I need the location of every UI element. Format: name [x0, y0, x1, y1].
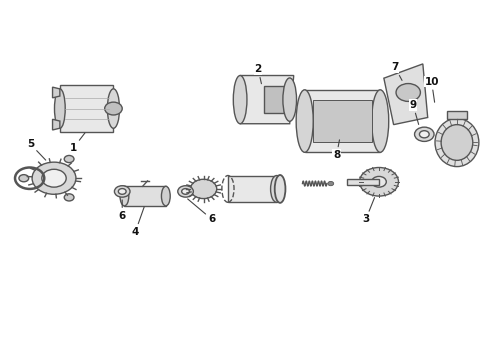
Circle shape [182, 189, 190, 194]
Polygon shape [305, 90, 380, 152]
Text: 6: 6 [119, 200, 126, 221]
Polygon shape [60, 85, 114, 132]
Ellipse shape [107, 89, 120, 128]
Circle shape [64, 194, 74, 201]
Text: 9: 9 [410, 100, 418, 125]
Polygon shape [124, 186, 166, 206]
Polygon shape [384, 64, 428, 125]
Polygon shape [447, 111, 466, 118]
Ellipse shape [296, 90, 313, 152]
Circle shape [372, 176, 386, 187]
Ellipse shape [54, 89, 65, 128]
Text: 4: 4 [132, 207, 144, 237]
Ellipse shape [435, 118, 479, 167]
Ellipse shape [441, 125, 473, 160]
Polygon shape [347, 179, 379, 185]
Ellipse shape [270, 176, 283, 202]
Circle shape [415, 127, 434, 141]
Circle shape [419, 131, 429, 138]
Circle shape [105, 102, 122, 115]
Polygon shape [313, 100, 372, 143]
Circle shape [396, 84, 420, 102]
Ellipse shape [275, 175, 286, 203]
Polygon shape [52, 119, 60, 130]
Circle shape [360, 167, 398, 196]
Circle shape [328, 181, 334, 186]
Ellipse shape [233, 76, 247, 124]
Ellipse shape [161, 186, 170, 206]
Text: 5: 5 [27, 139, 46, 160]
Circle shape [115, 186, 130, 197]
Text: 2: 2 [254, 64, 262, 84]
Polygon shape [240, 76, 294, 124]
Polygon shape [228, 176, 277, 202]
Circle shape [178, 186, 194, 197]
Text: 7: 7 [392, 63, 402, 80]
Text: 3: 3 [362, 198, 374, 224]
Polygon shape [265, 86, 284, 113]
Text: 1: 1 [70, 133, 85, 153]
Text: 6: 6 [188, 199, 216, 224]
Circle shape [19, 175, 29, 182]
Circle shape [191, 179, 217, 199]
Circle shape [32, 162, 76, 194]
Text: 10: 10 [424, 77, 439, 102]
Polygon shape [52, 87, 60, 98]
Ellipse shape [120, 186, 129, 206]
Circle shape [64, 156, 74, 163]
Ellipse shape [372, 90, 389, 152]
Text: 8: 8 [333, 140, 340, 160]
Circle shape [42, 169, 66, 187]
Ellipse shape [283, 78, 296, 121]
Circle shape [118, 189, 126, 194]
